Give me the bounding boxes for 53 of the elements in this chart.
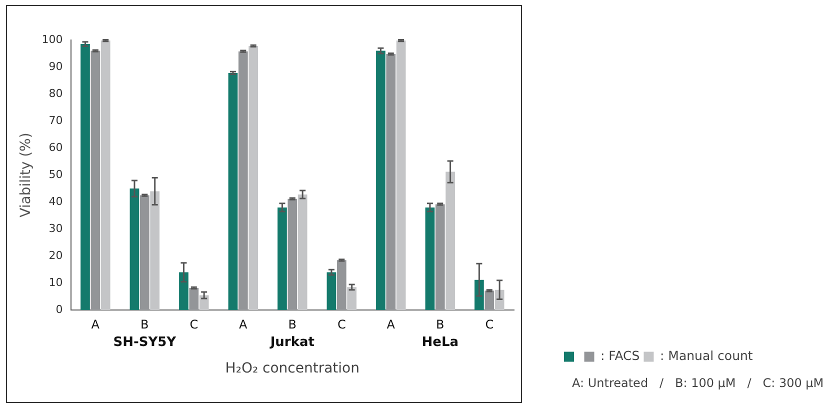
- bar: [435, 204, 445, 310]
- y-tick-label: 80: [48, 86, 63, 100]
- bar: [238, 51, 248, 310]
- y-tick-label: 70: [48, 114, 63, 127]
- x-tick-label: B: [288, 317, 297, 332]
- bar: [278, 207, 287, 310]
- x-axis-title: H₂O₂ concentration: [225, 360, 360, 377]
- x-tick-label: C: [190, 317, 198, 332]
- y-tick-label: 60: [48, 140, 63, 154]
- bar: [298, 194, 308, 310]
- y-tick-label: 100: [42, 32, 63, 46]
- bar: [80, 44, 90, 310]
- bar: [179, 272, 188, 310]
- x-tick-label: C: [337, 317, 346, 332]
- x-tick-label: B: [436, 317, 444, 332]
- legend-label: : FACS: [600, 348, 640, 363]
- legend-label: : Manual count: [660, 348, 753, 363]
- bar: [199, 295, 209, 310]
- text: HeLa: [422, 334, 459, 350]
- bar: [336, 260, 346, 310]
- bar: [376, 50, 386, 310]
- y-tick-label: 20: [48, 248, 63, 262]
- text: Jurkat: [269, 334, 314, 350]
- bar: [150, 191, 160, 310]
- bar: [386, 54, 396, 310]
- y-axis-title: Viability (%): [18, 132, 34, 218]
- text: SH-SY5Y: [113, 334, 177, 350]
- x-tick-label: A: [386, 317, 396, 332]
- y-tick-label: 30: [48, 222, 63, 235]
- bar: [90, 50, 100, 310]
- text: A: Untreated / B: 100 μM / C: 300 μM: [572, 376, 824, 390]
- bar: [484, 290, 494, 310]
- x-tick-label: A: [239, 317, 248, 332]
- bar: [288, 198, 298, 310]
- bar: [326, 272, 336, 310]
- x-tick-label: B: [140, 317, 149, 332]
- bar: [189, 288, 199, 310]
- bar: [347, 287, 356, 310]
- y-tick-label: 50: [48, 168, 63, 181]
- x-tick-label: A: [91, 317, 100, 332]
- bar: [100, 40, 110, 310]
- y-tick-label: 90: [48, 60, 63, 73]
- bar: [228, 72, 238, 310]
- bar: [425, 207, 435, 310]
- bar: [446, 172, 455, 310]
- y-tick-label: 10: [48, 276, 63, 289]
- bar: [130, 188, 140, 310]
- y-tick-label: 40: [48, 194, 63, 208]
- y-tick-label: 0: [56, 302, 63, 316]
- bar: [140, 195, 150, 310]
- bar: [396, 40, 406, 310]
- bar: [248, 46, 258, 310]
- x-tick-label: C: [485, 317, 494, 332]
